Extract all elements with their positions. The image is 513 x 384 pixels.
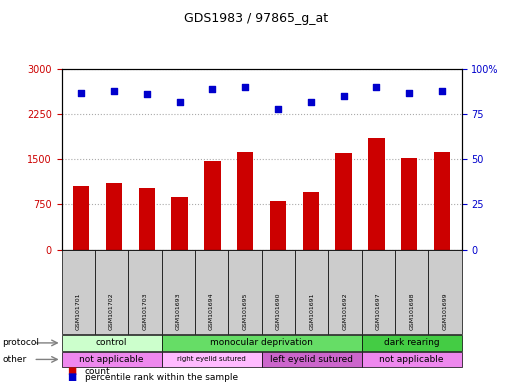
Bar: [171, 197, 188, 250]
Bar: [303, 192, 319, 250]
Text: control: control: [96, 338, 127, 348]
Bar: [139, 188, 155, 250]
Bar: [73, 187, 89, 250]
Text: GSM101695: GSM101695: [243, 293, 247, 330]
Text: not applicable: not applicable: [80, 355, 144, 364]
Bar: [270, 202, 286, 250]
Text: GSM101702: GSM101702: [109, 293, 114, 330]
Bar: [237, 152, 253, 250]
Bar: [434, 152, 450, 250]
Text: GSM101699: GSM101699: [443, 293, 447, 330]
Text: protocol: protocol: [3, 338, 40, 348]
Bar: [401, 157, 418, 250]
Bar: [336, 153, 352, 250]
Text: not applicable: not applicable: [380, 355, 444, 364]
Text: right eyelid sutured: right eyelid sutured: [177, 356, 246, 362]
Text: GSM101701: GSM101701: [76, 293, 81, 330]
Point: [77, 89, 85, 96]
Point: [340, 93, 348, 99]
Point: [241, 84, 249, 90]
Text: percentile rank within the sample: percentile rank within the sample: [85, 373, 238, 382]
Text: GSM101697: GSM101697: [376, 293, 381, 330]
Point: [274, 106, 282, 112]
Point: [372, 84, 381, 90]
Text: monocular deprivation: monocular deprivation: [210, 338, 313, 348]
Bar: [106, 184, 122, 250]
Text: count: count: [85, 367, 110, 376]
Text: GSM101690: GSM101690: [276, 293, 281, 330]
Text: GSM101692: GSM101692: [343, 293, 347, 330]
Text: left eyelid sutured: left eyelid sutured: [270, 355, 353, 364]
Text: dark rearing: dark rearing: [384, 338, 440, 348]
Text: ■: ■: [67, 366, 76, 376]
Text: GSM101694: GSM101694: [209, 293, 214, 330]
Text: GSM101691: GSM101691: [309, 293, 314, 330]
Text: other: other: [3, 355, 27, 364]
Point: [405, 89, 413, 96]
Text: GSM101693: GSM101693: [176, 293, 181, 330]
Text: GDS1983 / 97865_g_at: GDS1983 / 97865_g_at: [185, 12, 328, 25]
Text: GSM101698: GSM101698: [409, 293, 414, 330]
Text: GSM101703: GSM101703: [143, 293, 147, 330]
Point: [175, 99, 184, 105]
Point: [208, 86, 216, 92]
Bar: [368, 138, 385, 250]
Text: ■: ■: [67, 372, 76, 382]
Point: [143, 91, 151, 98]
Point: [438, 88, 446, 94]
Bar: [204, 161, 221, 250]
Point: [307, 99, 315, 105]
Point: [110, 88, 118, 94]
